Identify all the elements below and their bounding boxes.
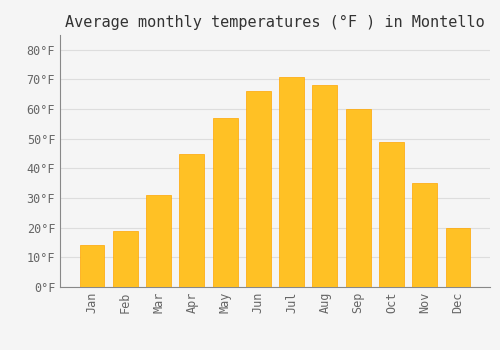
Bar <box>346 109 370 287</box>
Bar <box>80 245 104 287</box>
Bar <box>412 183 437 287</box>
Bar <box>379 142 404 287</box>
Bar <box>446 228 470 287</box>
Bar <box>146 195 171 287</box>
Bar <box>246 91 271 287</box>
Bar <box>279 77 304 287</box>
Bar <box>180 154 204 287</box>
Title: Average monthly temperatures (°F ) in Montello: Average monthly temperatures (°F ) in Mo… <box>65 15 485 30</box>
Bar <box>113 231 138 287</box>
Bar <box>312 85 338 287</box>
Bar <box>212 118 238 287</box>
